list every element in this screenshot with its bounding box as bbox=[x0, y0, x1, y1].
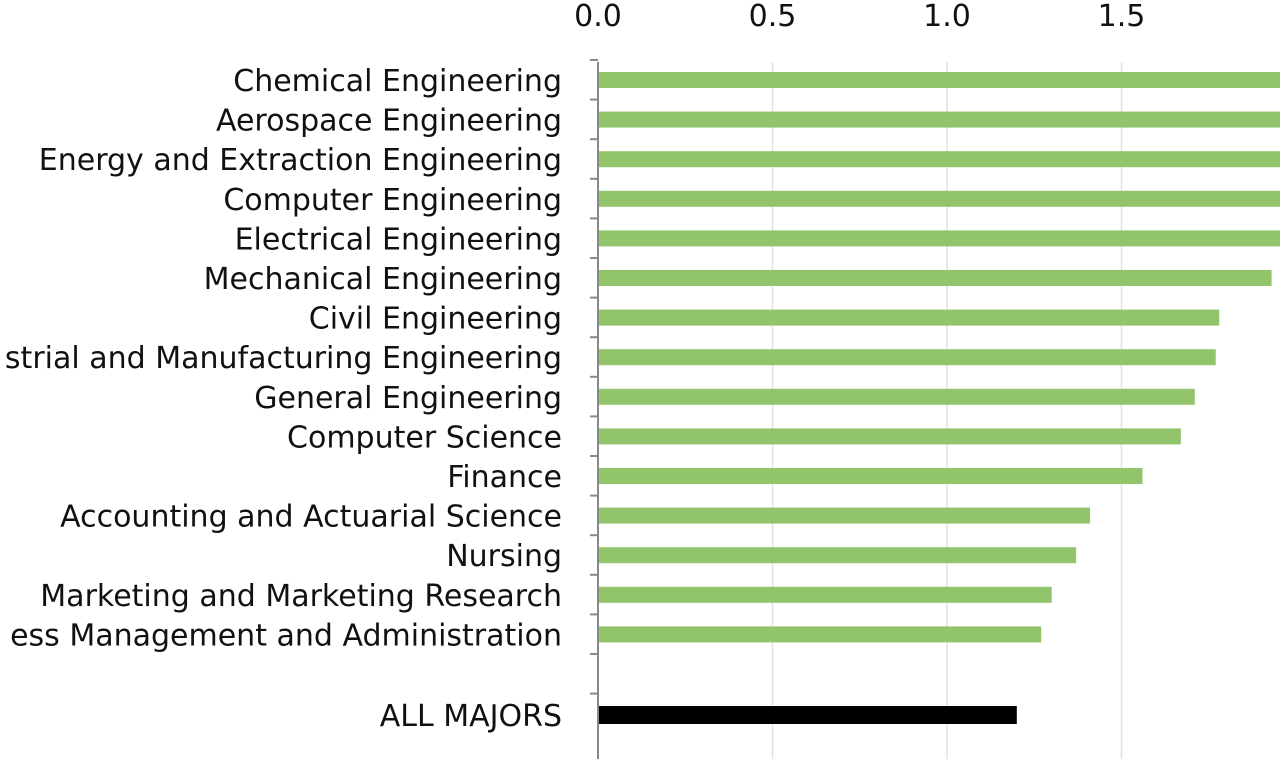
category-label: strial and Manufacturing Engineering bbox=[5, 341, 562, 376]
bar-all-majors bbox=[598, 706, 1017, 724]
bar bbox=[598, 626, 1042, 643]
bar bbox=[598, 230, 1280, 247]
bar bbox=[598, 111, 1280, 128]
bar bbox=[598, 190, 1280, 207]
category-label: Mechanical Engineering bbox=[204, 262, 562, 297]
category-label: Civil Engineering bbox=[309, 302, 562, 337]
y-axis bbox=[590, 59, 599, 759]
bar bbox=[598, 72, 1280, 88]
category-label: Computer Engineering bbox=[223, 183, 562, 218]
x-tick-label: 1.0 bbox=[923, 0, 971, 34]
bars bbox=[598, 72, 1280, 724]
category-label: General Engineering bbox=[254, 381, 562, 416]
x-tick-label: 1.5 bbox=[1098, 0, 1146, 34]
category-label: ess Management and Administration bbox=[10, 618, 562, 653]
category-label: Marketing and Marketing Research bbox=[40, 579, 562, 614]
category-labels: Chemical Engineering Aerospace Engineerin… bbox=[5, 64, 562, 734]
category-label: Chemical Engineering bbox=[233, 64, 562, 99]
bar bbox=[598, 468, 1143, 484]
category-label: Electrical Engineering bbox=[235, 222, 562, 257]
x-tick-labels: 0.00.51.01.52 bbox=[574, 0, 1146, 34]
bar bbox=[598, 270, 1272, 286]
category-label: Aerospace Engineering bbox=[216, 104, 562, 139]
bar bbox=[598, 309, 1220, 326]
gridlines bbox=[771, 62, 1123, 759]
bar bbox=[598, 547, 1077, 564]
category-label: ALL MAJORS bbox=[380, 699, 562, 734]
category-label: Accounting and Actuarial Science bbox=[60, 500, 562, 535]
x-tick-label: 0.5 bbox=[749, 0, 797, 34]
bar bbox=[598, 586, 1052, 603]
bar bbox=[598, 428, 1181, 445]
category-label: Nursing bbox=[446, 539, 562, 574]
category-label: Computer Science bbox=[287, 420, 562, 455]
x-tick-label: 0.0 bbox=[574, 0, 622, 34]
bar bbox=[598, 507, 1091, 524]
bar bbox=[598, 388, 1195, 405]
bar bbox=[598, 349, 1216, 366]
category-label: Energy and Extraction Engineering bbox=[39, 143, 562, 178]
bar bbox=[598, 151, 1280, 168]
category-label: Finance bbox=[447, 460, 562, 495]
